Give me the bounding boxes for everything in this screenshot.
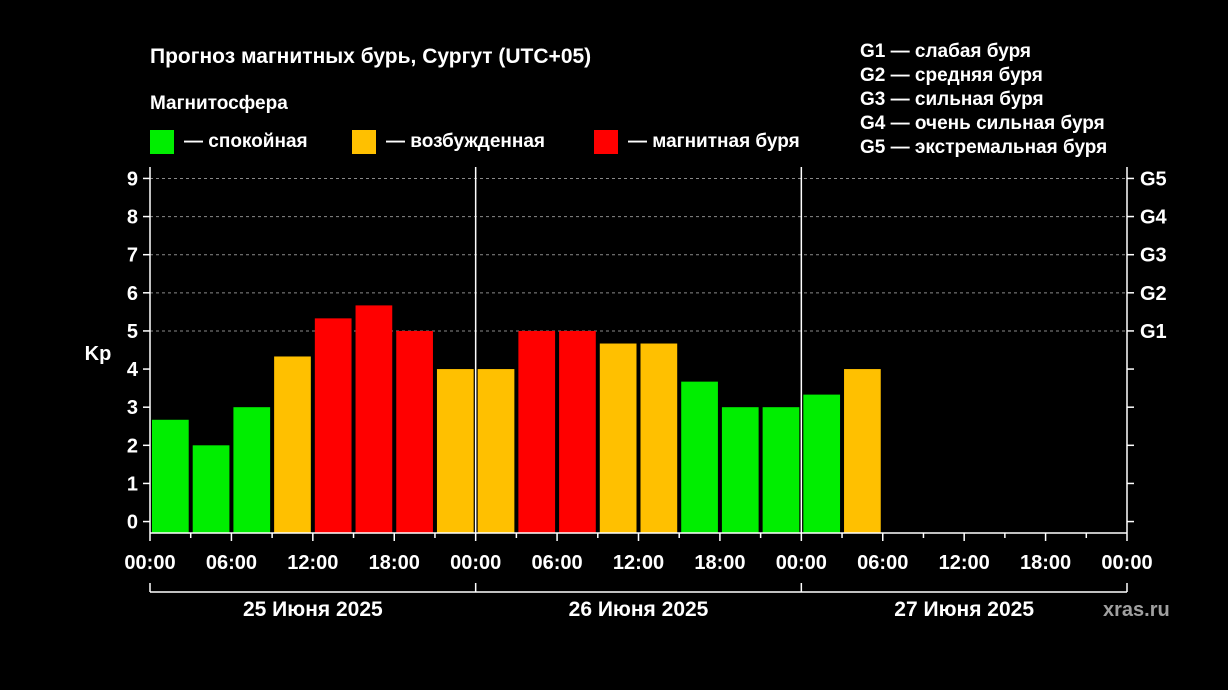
y-tick-label-3: 3 (127, 397, 138, 419)
x-tick-label-9: 06:00 (857, 552, 908, 574)
day-label-1: 26 Июня 2025 (569, 598, 709, 621)
bar-1 (192, 445, 230, 533)
g-axis-label-G1: G1 (1140, 321, 1167, 343)
y-tick-label-0: 0 (127, 512, 138, 534)
y-tick-label-9: 9 (127, 168, 138, 190)
g-legend-g4: G4 — очень сильная буря (860, 113, 1105, 134)
bar-14 (721, 407, 759, 533)
x-tick-label-7: 18:00 (694, 552, 745, 574)
g-axis-label-G5: G5 (1140, 168, 1167, 190)
legend-label-quiet: — спокойная (184, 131, 308, 152)
x-tick-label-0: 00:00 (124, 552, 175, 574)
x-tick-label-11: 18:00 (1020, 552, 1071, 574)
bar-8 (477, 369, 515, 533)
x-tick-label-1: 06:00 (206, 552, 257, 574)
x-tick-label-10: 12:00 (939, 552, 990, 574)
bar-7 (436, 369, 474, 533)
legend-item-quiet: — спокойная (150, 128, 308, 156)
day-label-2: 27 Июня 2025 (894, 598, 1034, 621)
legend-swatch-storm (594, 130, 618, 154)
y-tick-label-7: 7 (127, 245, 138, 267)
bar-13 (681, 381, 718, 533)
x-tick-label-6: 12:00 (613, 552, 664, 574)
bar-11 (599, 343, 637, 533)
x-tick-label-2: 12:00 (287, 552, 338, 574)
bar-16 (803, 394, 841, 533)
bar-2 (233, 407, 271, 533)
x-tick-label-4: 00:00 (450, 552, 501, 574)
y-axis-label: Kp (85, 343, 112, 365)
y-tick-label-2: 2 (127, 435, 138, 457)
bar-9 (518, 330, 556, 533)
bar-10 (559, 330, 596, 533)
bar-15 (762, 407, 800, 533)
y-tick-label-8: 8 (127, 207, 138, 229)
g-axis-label-G3: G3 (1140, 245, 1167, 267)
g-axis-label-G2: G2 (1140, 283, 1167, 305)
chart-subtitle: Магнитосфера (150, 93, 288, 114)
x-tick-label-5: 06:00 (532, 552, 583, 574)
bar-6 (396, 330, 433, 533)
g-legend-g3: G3 — сильная буря (860, 89, 1044, 110)
legend-item-active: — возбужденная (352, 128, 545, 156)
bar-12 (640, 343, 678, 533)
legend-swatch-active (352, 130, 376, 154)
g-legend-g2: G2 — средняя буря (860, 65, 1043, 86)
x-tick-label-12: 00:00 (1101, 552, 1152, 574)
bar-5 (355, 305, 393, 533)
g-axis-label-G4: G4 (1140, 207, 1168, 229)
g-legend-g5: G5 — экстремальная буря (860, 137, 1108, 158)
g-scale-legend: G1 — слабая буря G2 — средняя буря G3 — … (860, 40, 1107, 160)
watermark: xras.ru (1103, 599, 1170, 621)
legend-swatch-quiet (150, 130, 174, 154)
bar-17 (844, 369, 881, 533)
page-title: Прогноз магнитных бурь, Сургут (UTC+05) (150, 45, 592, 68)
bar-0 (152, 419, 189, 533)
legend-item-storm: — магнитная буря (594, 128, 800, 156)
legend-label-active: — возбужденная (386, 131, 546, 152)
y-tick-label-5: 5 (127, 321, 138, 343)
bar-3 (274, 356, 311, 533)
legend-label-storm: — магнитная буря (628, 131, 800, 152)
x-tick-label-8: 00:00 (776, 552, 827, 574)
g-legend-g1: G1 — слабая буря (860, 41, 1032, 62)
y-tick-label-4: 4 (127, 359, 139, 381)
x-tick-label-3: 18:00 (369, 552, 420, 574)
bar-4 (314, 318, 352, 533)
y-tick-label-6: 6 (127, 283, 138, 305)
y-tick-label-1: 1 (127, 473, 138, 495)
day-label-0: 25 Июня 2025 (243, 598, 383, 621)
